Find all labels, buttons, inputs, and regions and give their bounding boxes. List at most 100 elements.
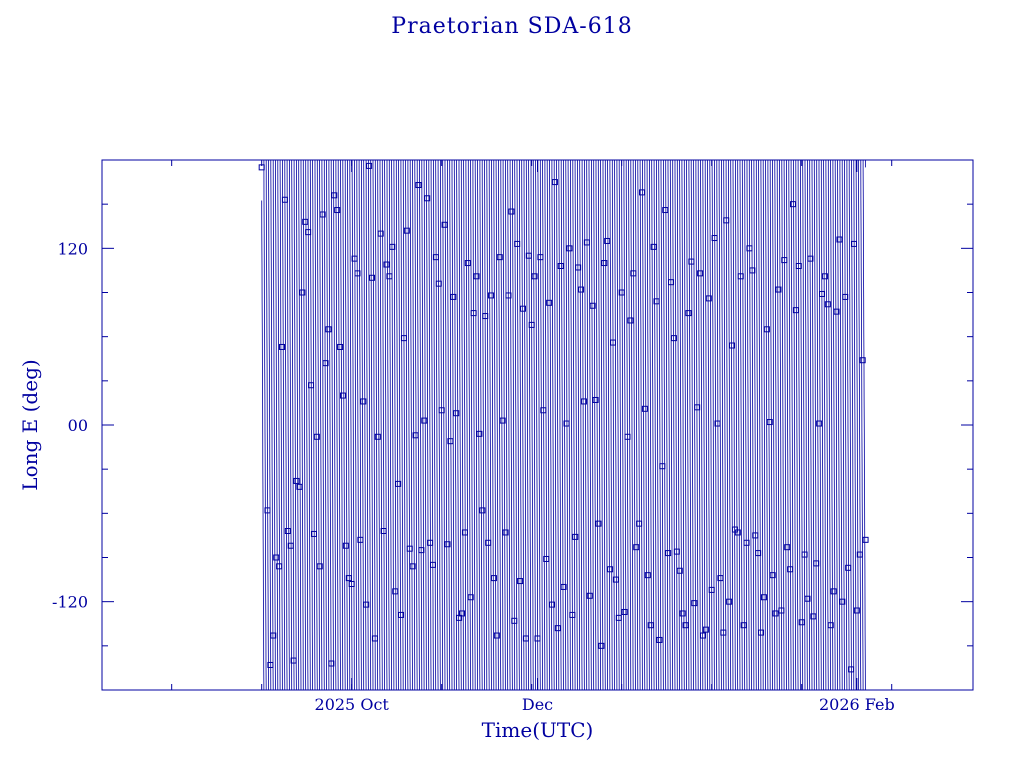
data-point (316, 563, 323, 570)
data-point (531, 273, 538, 280)
data-point (659, 463, 666, 470)
data-point (299, 289, 306, 296)
data-point (351, 255, 358, 262)
data-point (583, 239, 590, 246)
data-point (551, 179, 558, 186)
data-point (586, 592, 593, 599)
data-point (441, 221, 448, 228)
data-point (668, 279, 675, 286)
data-point (549, 601, 556, 608)
data-point (726, 598, 733, 605)
data-point (427, 539, 434, 546)
data-point (749, 267, 756, 274)
data-point (273, 554, 280, 561)
data-point (595, 520, 602, 527)
data-point (734, 529, 741, 536)
data-point (795, 263, 802, 269)
data-point (334, 207, 341, 214)
data-point (670, 335, 677, 342)
data-point (543, 555, 550, 562)
data-point (694, 404, 701, 411)
data-point (830, 588, 837, 595)
data-point (839, 598, 846, 605)
data-point (467, 594, 474, 601)
data-point (575, 264, 582, 271)
data-point (697, 270, 704, 277)
data-point (418, 547, 425, 554)
data-point (403, 227, 410, 234)
data-point (528, 321, 535, 328)
data-point (769, 572, 776, 579)
tick-labels: 120 00 -120 2025 Oct Dec 2026 Feb (52, 239, 895, 714)
data-point (395, 480, 402, 487)
data-point (644, 572, 651, 579)
data-point (267, 661, 274, 668)
y-tick-label: 120 (57, 239, 88, 258)
data-point (737, 273, 744, 280)
data-point (505, 292, 512, 299)
data-point (302, 218, 309, 225)
data-point (537, 254, 544, 261)
data-point (380, 528, 387, 534)
data-point (398, 611, 405, 618)
data-point (496, 254, 503, 261)
data-point (522, 635, 529, 642)
data-point (853, 607, 860, 614)
data-point (534, 635, 541, 642)
data-point (502, 529, 509, 536)
data-point (778, 607, 785, 614)
data-point (264, 507, 271, 514)
data-point (554, 625, 561, 632)
data-point (714, 420, 721, 427)
data-point (636, 520, 643, 527)
data-point (459, 610, 466, 617)
data-point (609, 339, 616, 346)
data-point (511, 617, 518, 624)
data-point (371, 635, 378, 642)
data-point (816, 420, 823, 427)
data-point (612, 576, 619, 583)
data-point (499, 417, 506, 424)
data-point (856, 551, 863, 558)
data-point (859, 357, 866, 364)
data-point (813, 560, 820, 567)
x-axis-label: Time(UTC) (481, 718, 594, 742)
data-point (743, 539, 750, 546)
data-point (784, 544, 791, 551)
data-point (639, 189, 646, 196)
data-point (563, 420, 570, 427)
data-point (630, 270, 637, 277)
data-point (476, 430, 483, 437)
x-tick-label: 2026 Feb (819, 695, 895, 714)
data-point (850, 240, 857, 247)
data-point (290, 657, 297, 664)
data-point (444, 541, 451, 548)
data-point (824, 301, 831, 308)
data-point (723, 217, 730, 224)
data-point (729, 342, 736, 349)
data-point (424, 195, 431, 202)
data-point (679, 610, 686, 617)
data-point (798, 619, 805, 626)
data-point (479, 507, 486, 514)
data-point (845, 564, 852, 571)
data-point (705, 295, 712, 302)
data-point (342, 542, 349, 549)
data-point (598, 642, 605, 649)
data-point (363, 601, 370, 608)
data-point (810, 613, 817, 620)
data-point (615, 614, 622, 621)
data-point (389, 243, 396, 250)
data-point (435, 280, 442, 287)
data-point (287, 542, 294, 549)
data-point (653, 298, 660, 305)
data-point (339, 392, 346, 399)
data-point (624, 433, 631, 440)
data-point (284, 528, 291, 534)
data-point (772, 610, 779, 617)
y-tick-label: 00 (68, 416, 88, 435)
data-point (656, 636, 663, 643)
data-point (766, 419, 773, 426)
data-point (369, 274, 376, 281)
